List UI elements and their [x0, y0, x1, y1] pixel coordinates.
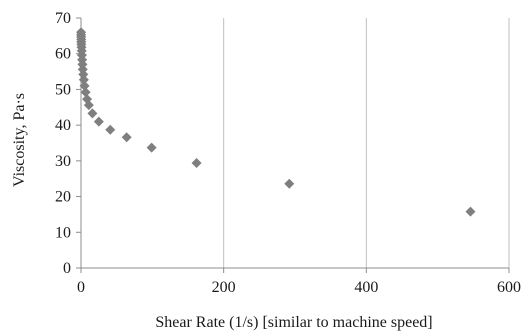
- y-tick-label-70: 70: [55, 10, 71, 27]
- axis-layer: [76, 17, 510, 273]
- data-points: [76, 27, 476, 217]
- grid-layer: [223, 18, 510, 268]
- y-tick-label-0: 0: [63, 260, 71, 277]
- x-tick-label-0: 0: [77, 279, 85, 296]
- data-point: [121, 132, 132, 143]
- x-tick-label-600: 600: [497, 279, 521, 296]
- data-point: [105, 124, 116, 135]
- data-point: [284, 178, 295, 189]
- y-tick-label-40: 40: [55, 117, 71, 134]
- y-axis-title: Viscosity, Pa·s: [11, 93, 28, 187]
- data-point: [80, 87, 91, 98]
- x-axis-title: Shear Rate (1/s) [similar to machine spe…: [155, 314, 432, 331]
- x-tick-label-200: 200: [212, 279, 236, 296]
- tick-labels: 0 10 20 30 40 50 60 70 0 200 400 600: [55, 10, 521, 296]
- y-tick-label-20: 20: [55, 189, 71, 206]
- data-point: [191, 158, 202, 168]
- y-tick-label-10: 10: [55, 224, 71, 241]
- y-tick-label-50: 50: [55, 81, 71, 98]
- data-point: [146, 142, 157, 153]
- x-tick-label-400: 400: [354, 279, 378, 296]
- data-point: [79, 80, 90, 91]
- data-point: [465, 206, 476, 217]
- data-point: [93, 116, 104, 127]
- y-tick-label-60: 60: [55, 46, 71, 63]
- data-point: [87, 108, 98, 119]
- data-point: [78, 74, 89, 85]
- data-point: [83, 100, 94, 111]
- y-tick-label-30: 30: [55, 153, 71, 170]
